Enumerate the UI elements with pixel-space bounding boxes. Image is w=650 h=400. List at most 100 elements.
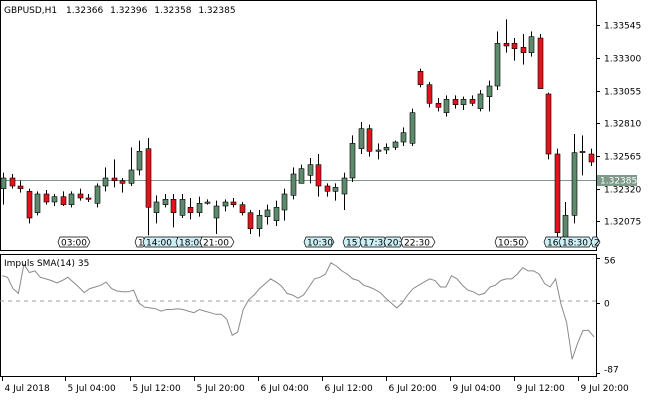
event-tag[interactable]: 10:50 — [494, 236, 529, 249]
candle-body — [332, 187, 339, 192]
low-value: 1.32358 — [154, 6, 191, 16]
event-tag-shape — [359, 236, 388, 248]
candle-body — [460, 99, 467, 105]
current-price-badge: 1.32385 — [597, 175, 637, 187]
candle-body — [503, 43, 510, 47]
candle-body — [43, 193, 50, 203]
price-tick-label: 1.33055 — [604, 88, 641, 98]
main-chart-frame — [0, 0, 597, 251]
event-tag-label: 10:30 — [307, 239, 333, 249]
candle-body — [68, 193, 75, 205]
candle-body — [273, 207, 280, 221]
event-tag-label: 18:30 — [562, 239, 588, 249]
event-tag-label: 1 — [138, 239, 144, 249]
event-tag[interactable]: 22:30 — [400, 236, 436, 249]
candle-body — [383, 147, 390, 151]
candle-body — [494, 43, 501, 87]
event-tag-label: 21:00 — [203, 239, 229, 249]
indicator-group — [1, 262, 595, 360]
event-tag[interactable]: 16: — [543, 236, 564, 249]
candle-body — [366, 128, 373, 152]
indicator-label: Impuls SMA(14) 35 — [4, 259, 89, 269]
candle-body — [554, 153, 561, 233]
candle-body — [375, 149, 382, 152]
candle-body — [588, 153, 595, 163]
event-tag-label: 16: — [547, 239, 561, 249]
event-tag-shape — [342, 236, 363, 248]
candle-body — [204, 201, 211, 204]
candle-body — [162, 199, 169, 205]
event-tag[interactable]: 15 — [342, 236, 363, 249]
time-tick-label: 4 Jul 2018 — [5, 384, 50, 394]
indicator-tick-label: 0 — [604, 300, 610, 310]
candle-body — [452, 99, 459, 105]
candle-body — [256, 215, 263, 229]
event-tag-shape — [57, 236, 91, 248]
open-value: 1.32366 — [66, 6, 103, 16]
candle-body — [341, 177, 348, 195]
indicator-tick-label: -87 — [604, 366, 619, 376]
event-tag-label: 18:00 — [179, 239, 205, 249]
candle-body — [290, 173, 297, 196]
candle-body — [119, 180, 126, 184]
event-tag[interactable]: 17:30 — [359, 236, 389, 249]
candle-body — [51, 196, 58, 203]
current-price-label: 1.32385 — [600, 177, 637, 187]
candle-body — [34, 193, 41, 213]
event-tag-shape — [142, 236, 181, 248]
candle-body — [562, 215, 569, 239]
candle-body — [94, 185, 101, 204]
event-tag-shape — [303, 236, 335, 248]
candle-body — [435, 103, 442, 108]
candle-body — [477, 93, 484, 109]
candle-body — [520, 47, 527, 53]
indicator-frame — [0, 254, 597, 377]
event-tag-label: 03:00 — [61, 239, 87, 249]
time-tick-label: 5 Jul 12:00 — [133, 384, 182, 394]
price-tick-label: 1.33545 — [604, 22, 641, 32]
candle-body — [26, 191, 33, 219]
event-tag[interactable]: 10:30 — [303, 236, 335, 249]
price-tick-label: 1.32320 — [604, 186, 641, 196]
indicator-axis: 56 0 -87 — [596, 257, 619, 376]
candle-body — [136, 151, 143, 171]
price-tick-label: 1.33300 — [604, 55, 641, 65]
candle-body — [102, 177, 109, 187]
event-tag-label: 10:50 — [498, 239, 524, 249]
candle-body — [17, 185, 24, 189]
candle-body — [315, 164, 322, 187]
candle-body — [358, 128, 365, 149]
event-tag[interactable]: 03:00 — [57, 236, 91, 249]
candle-body — [469, 99, 476, 104]
candle-body — [77, 193, 84, 199]
time-tick-label: 5 Jul 20:00 — [197, 384, 246, 394]
event-tag-shape — [400, 236, 436, 248]
event-tag-label: 22:30 — [404, 239, 430, 249]
candle-body — [239, 204, 246, 213]
event-tag-shape — [383, 236, 404, 248]
candle-body — [417, 71, 424, 85]
time-tick-label: 5 Jul 04:00 — [68, 384, 117, 394]
event-tag[interactable]: 1 — [134, 236, 147, 249]
candle-body — [281, 193, 288, 211]
candle-body — [9, 177, 16, 187]
candle-body — [196, 203, 203, 213]
candle-body — [400, 132, 407, 143]
candle-body — [579, 151, 586, 153]
candle-body — [128, 169, 135, 184]
candle-body — [85, 197, 92, 200]
event-tag[interactable]: 20: — [383, 236, 404, 249]
price-axis[interactable]: 1.33545 1.33300 1.33055 1.32810 1.32565 1.323… — [596, 22, 641, 228]
event-tag[interactable]: 2 — [590, 236, 601, 249]
event-tag-label: 17:30 — [363, 239, 389, 249]
candle-body — [528, 36, 535, 53]
candle-body — [111, 177, 118, 181]
event-tag[interactable]: 18:30 — [558, 236, 593, 249]
event-tag[interactable]: 21:00 — [199, 236, 235, 249]
time-axis[interactable]: 4 Jul 2018 5 Jul 04:00 5 Jul 12:00 5 Jul 20… — [2, 377, 630, 394]
event-tag[interactable]: 14:00 — [142, 236, 181, 249]
event-tag-shape — [494, 236, 529, 248]
event-tag-label: 14:00 — [146, 239, 172, 249]
